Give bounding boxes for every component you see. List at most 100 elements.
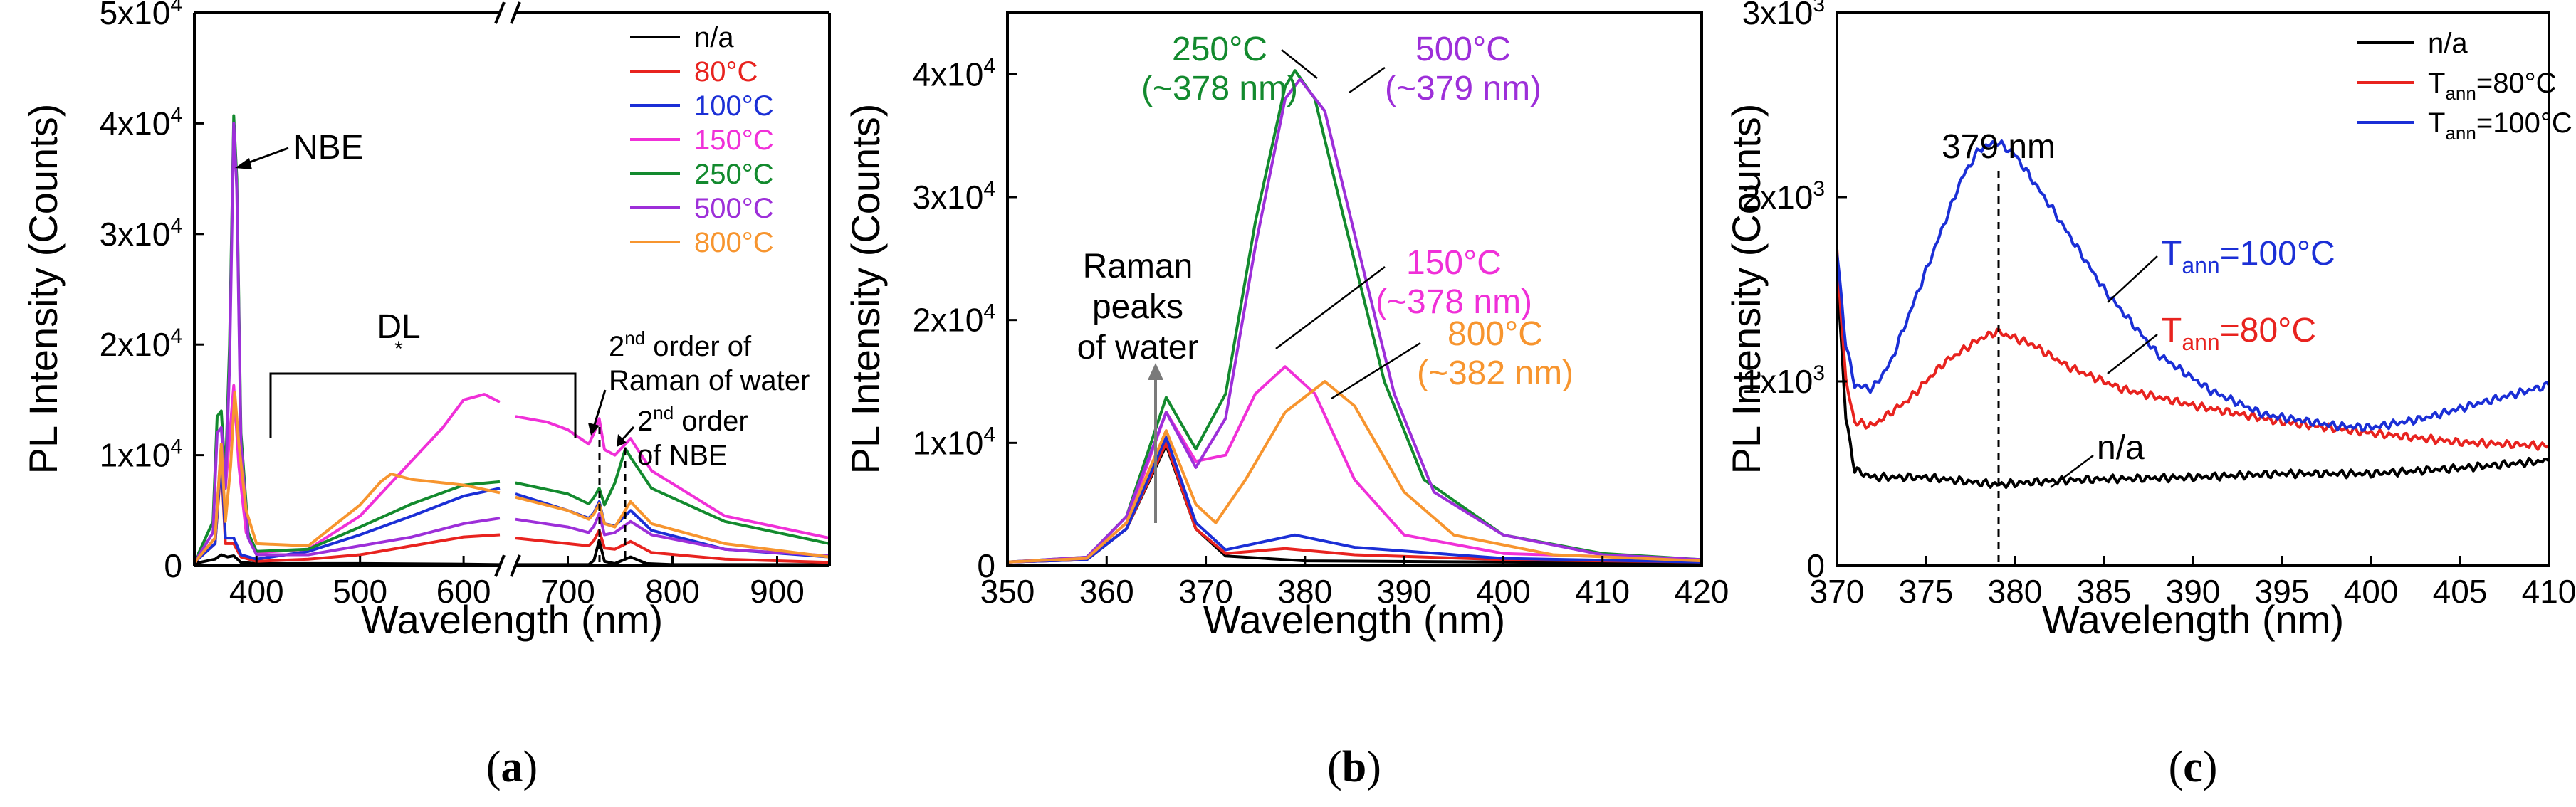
- chart-b-panel-label: (b): [1327, 743, 1381, 791]
- chart-a-x-tick-label: 500: [333, 573, 387, 610]
- chart-a-nbe2-arrow: [619, 426, 635, 443]
- chart-a-ticks: 400 500 600 700 800 900 0 1x104 2x104 3x104 4x104 5…: [100, 0, 805, 610]
- chart-a-legend-label: 80°C: [694, 56, 758, 88]
- chart-c-t100-leader: [2107, 255, 2158, 303]
- chart-a-y-tick-label: 0: [164, 547, 182, 584]
- chart-c-annotation-peak: 379 nm: [1942, 128, 2056, 166]
- chart-a-series-line-0-right: [515, 539, 829, 566]
- chart-b-series-line-6: [1007, 380, 1702, 564]
- chart-a-raman-arrowhead: [588, 423, 600, 436]
- chart-c-y-tick-label: 3x103: [1742, 0, 1825, 31]
- chart-a-annotation-2nd-raman-line2: Raman of water: [609, 365, 810, 396]
- chart-b-x-tick-label: 360: [1079, 573, 1134, 610]
- chart-a-series: [193, 114, 830, 566]
- chart-b: 350 360 370 380 390 400 410 420 0 1x104 2x104 3x104…: [843, 11, 1729, 791]
- chart-a-annotation-2nd-nbe-line2: of NBE: [637, 440, 728, 471]
- chart-c-x-tick-label: 410: [2522, 573, 2576, 610]
- chart-c-y-tick-label: 0: [1806, 547, 1825, 584]
- chart-a-annotation-2nd-nbe-line1: 2nd order: [637, 402, 748, 437]
- chart-c-series-line-0: [1836, 273, 2550, 490]
- chart-a-series-line-3-right: [515, 415, 830, 540]
- chart-c-legend-label: Tann=80°C: [2428, 68, 2557, 104]
- chart-b-x-tick-label: 390: [1377, 573, 1432, 610]
- chart-b-ticks: 350 360 370 380 390 400 410 420 0 1x104 2x104 3x104…: [913, 54, 1729, 610]
- chart-a-raman-arrow: [592, 389, 607, 428]
- chart-a-series-line-1-right: [515, 529, 830, 564]
- chart-a-dl-bracket: [269, 372, 577, 438]
- chart-c-legend-label: n/a: [2428, 28, 2468, 59]
- chart-b-annotation-800-line2: (~382 nm): [1417, 354, 1574, 392]
- chart-c-x-axis-label: Wavelength (nm): [2042, 597, 2344, 642]
- chart-a-annotation-nbe: NBE: [293, 129, 364, 167]
- chart-a-series-line-5-left: [193, 122, 501, 564]
- chart-b-150-leader: [1275, 266, 1386, 349]
- chart-a-series-line-4-right: [515, 447, 830, 545]
- chart-c-series: [1836, 139, 2550, 490]
- chart-a-x-tick-label: 600: [436, 573, 491, 610]
- chart-c-series-line-2: [1836, 139, 2550, 432]
- chart-a-y-tick-label: 3x104: [100, 214, 182, 253]
- chart-a-legend-label: 800°C: [694, 227, 774, 258]
- chart-b-frame: [1006, 11, 1703, 567]
- chart-c-y-axis-label: PL Intensity (Counts): [1724, 104, 1769, 475]
- chart-a-y-tick-label: 2x104: [100, 325, 182, 363]
- chart-b-x-tick-label: 370: [1178, 573, 1233, 610]
- chart-b-series-line-0: [1007, 443, 1702, 565]
- chart-b-x-tick-label: 420: [1675, 573, 1729, 610]
- chart-a-y-axis-label: PL Intensity (Counts): [21, 104, 66, 475]
- chart-c-x-tick-label: 400: [2344, 573, 2399, 610]
- chart-b-annotation-250-line2: (~378 nm): [1141, 70, 1298, 107]
- chart-c-panel-label: (c): [2169, 743, 2218, 791]
- chart-b-series-line-5: [1007, 78, 1702, 564]
- chart-a-annotation-2nd-raman-line1: 2nd order of: [609, 327, 752, 362]
- chart-a-annotation-dl: DL: [377, 308, 420, 346]
- chart-c: 370 375 380 385 390 395 400 405 410 0 1x103 2x103 3x…: [1724, 0, 2576, 791]
- chart-b-series-line-4: [1007, 69, 1702, 564]
- chart-c-x-tick-label: 395: [2255, 573, 2310, 610]
- chart-b-y-tick-label: 2x104: [913, 300, 995, 339]
- chart-c-annotation-na: n/a: [2097, 429, 2145, 467]
- chart-a-legend-label: 500°C: [694, 193, 774, 224]
- chart-c-y-tick-label: 2x103: [1742, 177, 1825, 216]
- chart-c-annotation-t80: Tann=80°C: [2161, 312, 2316, 355]
- chart-c-series-line-1: [1836, 248, 2550, 451]
- chart-b-series: [1007, 69, 1702, 565]
- chart-b-x-axis-label: Wavelength (nm): [1203, 597, 1505, 642]
- chart-b-series-line-2: [1007, 435, 1702, 564]
- chart-b-annotation-raman-line1: Raman: [1083, 248, 1193, 285]
- chart-a-x-tick-label: 800: [645, 573, 700, 610]
- chart-c-x-tick-label: 380: [1988, 573, 2043, 610]
- chart-b-800-leader: [1331, 342, 1421, 400]
- chart-c-na-leader: [2050, 455, 2094, 488]
- chart-b-annotation-150-line2: (~378 nm): [1376, 283, 1532, 321]
- chart-b-x-tick-label: 400: [1476, 573, 1531, 610]
- chart-a-x-tick-label: 700: [540, 573, 595, 610]
- chart-a-y-tick-label: 4x104: [100, 103, 182, 142]
- chart-a: 400 500 600 700 800 900 0 1x104 2x104 3x104 4x104 5…: [21, 0, 831, 791]
- chart-b-y-tick-label: 4x104: [913, 54, 995, 93]
- chart-b-250-leader: [1281, 49, 1318, 79]
- chart-b-annotation-500-line2: (~379 nm): [1385, 70, 1541, 107]
- chart-a-series-line-6-right: [515, 495, 830, 559]
- chart-b-x-tick-label: 410: [1575, 573, 1630, 610]
- chart-a-y-tick-label: 1x104: [100, 436, 182, 474]
- chart-b-raman-arrowhead: [1148, 363, 1163, 380]
- chart-c-ticks: 370 375 380 385 390 395 400 405 410 0 1x103 2x103 3x…: [1742, 0, 2576, 610]
- chart-a-x-tick-label: 400: [229, 573, 284, 610]
- chart-b-x-tick-label: 380: [1277, 573, 1332, 610]
- chart-a-legend-label: 100°C: [694, 90, 774, 122]
- chart-a-annotation-dl-star: *: [394, 337, 403, 361]
- chart-b-y-tick-label: 1x104: [913, 423, 995, 461]
- chart-a-series-line-6-left: [193, 391, 501, 564]
- chart-a-axis-break-bottom: [494, 554, 521, 577]
- chart-a-axis-break-top: [494, 1, 521, 24]
- chart-b-annotation-150-line1: 150°C: [1406, 244, 1502, 282]
- chart-a-legend-label: n/a: [694, 22, 734, 53]
- chart-b-annotation-800-line1: 800°C: [1447, 315, 1543, 353]
- chart-c-x-tick-label: 405: [2433, 573, 2488, 610]
- chart-a-legend-label: 250°C: [694, 159, 774, 190]
- chart-b-series-line-1: [1007, 441, 1702, 564]
- chart-c-t80-leader: [2107, 334, 2158, 374]
